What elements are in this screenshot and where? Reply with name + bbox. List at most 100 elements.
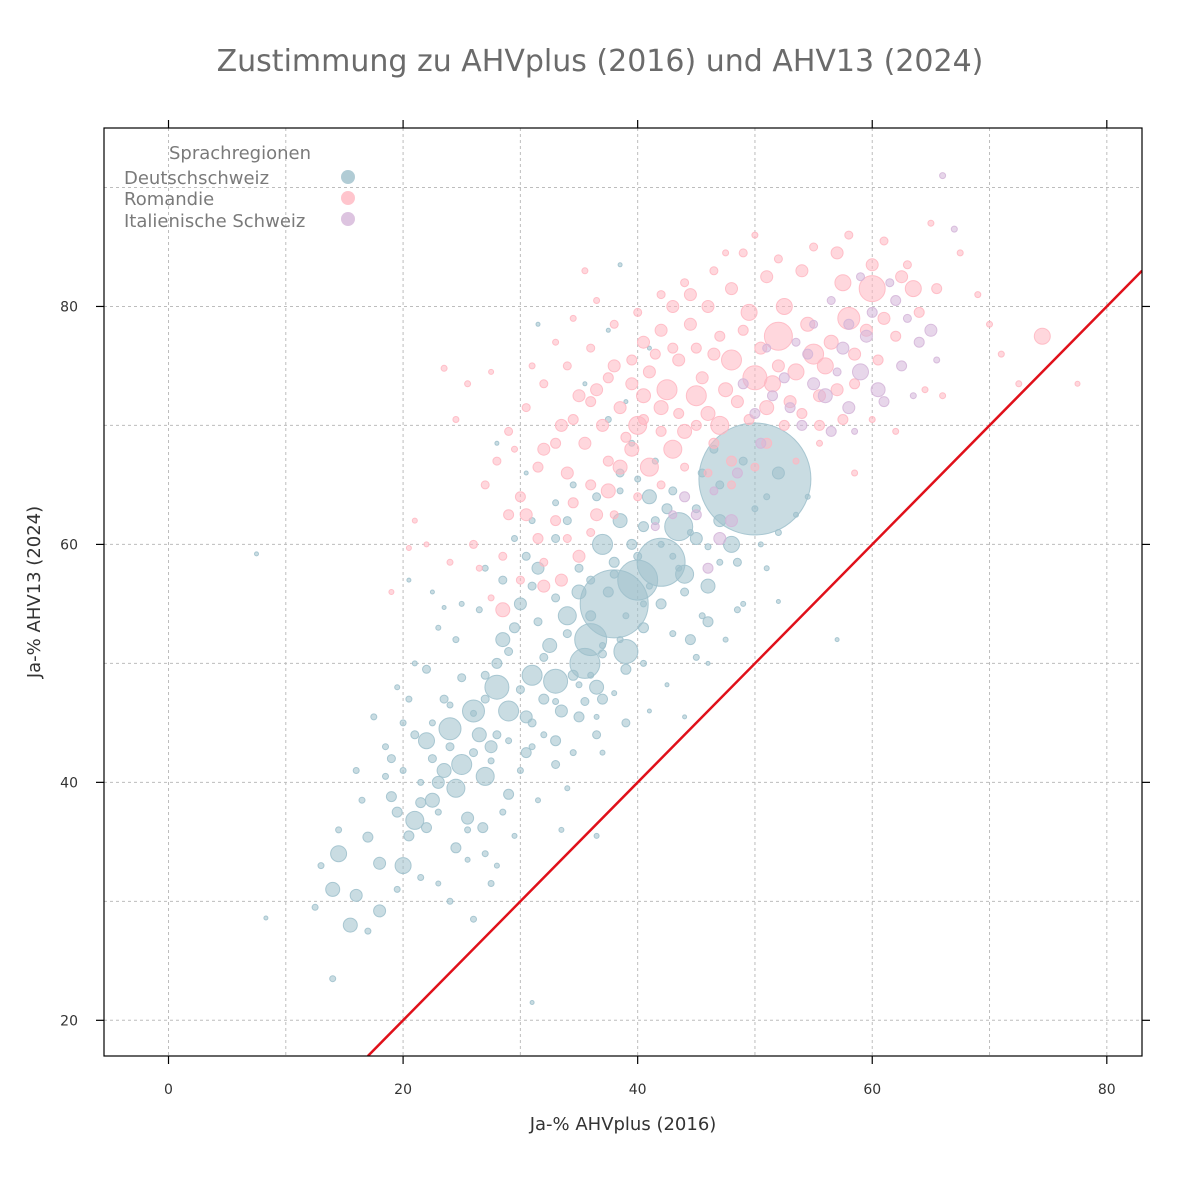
data-point — [722, 249, 730, 257]
data-point — [750, 462, 760, 472]
data-point — [373, 904, 387, 918]
data-point — [602, 455, 614, 467]
data-point — [775, 298, 793, 315]
data-point — [609, 319, 619, 329]
data-point — [446, 558, 454, 566]
data-point — [896, 360, 908, 372]
data-point — [586, 528, 596, 537]
data-point — [890, 330, 902, 342]
data-point — [352, 767, 360, 774]
data-point — [441, 605, 447, 610]
data-point — [657, 540, 665, 548]
data-point — [640, 659, 647, 667]
data-point — [370, 713, 378, 721]
data-point — [484, 740, 498, 754]
data-point — [475, 606, 483, 614]
data-point — [844, 230, 854, 240]
data-point — [521, 403, 531, 413]
data-point — [740, 303, 758, 321]
data-point — [997, 350, 1005, 358]
data-point — [870, 382, 886, 398]
data-point — [956, 249, 964, 257]
data-point — [457, 673, 467, 683]
data-point — [669, 552, 677, 560]
data-point — [480, 480, 490, 490]
data-point — [550, 735, 562, 747]
data-point — [816, 357, 834, 375]
data-point — [569, 314, 577, 322]
data-point — [535, 797, 541, 804]
data-point — [702, 562, 714, 574]
data-point — [434, 808, 442, 816]
data-point — [709, 266, 719, 276]
data-point — [730, 395, 744, 409]
data-point — [760, 270, 774, 284]
data-point — [335, 826, 343, 834]
data-point — [436, 763, 452, 778]
data-point — [480, 694, 490, 704]
data-point — [503, 788, 515, 800]
data-point — [564, 785, 571, 792]
data-point — [664, 512, 694, 542]
data-point — [391, 806, 403, 818]
data-point — [642, 365, 656, 379]
data-point — [858, 275, 886, 303]
data-point — [725, 282, 738, 296]
data-point — [636, 388, 651, 404]
x-tick-label: 40 — [629, 1082, 647, 1098]
data-point — [362, 831, 374, 843]
data-point — [611, 690, 618, 697]
plot-frame — [103, 127, 1143, 1057]
series-italienische-schweiz — [650, 172, 958, 574]
data-point — [1033, 327, 1051, 345]
data-point — [1074, 380, 1081, 387]
data-point — [540, 731, 548, 739]
data-point — [446, 897, 454, 905]
data-point — [626, 538, 638, 550]
axis-ticks: 0 20 40 60 80 20 40 60 80 — [60, 120, 1150, 1098]
data-point — [793, 511, 799, 518]
data-point — [516, 767, 524, 774]
data-point — [804, 493, 811, 500]
data-point — [732, 557, 742, 567]
data-point — [538, 693, 550, 705]
data-point — [733, 606, 741, 614]
data-point — [638, 414, 649, 425]
data-point — [521, 664, 543, 686]
data-point — [385, 791, 397, 803]
data-point — [666, 300, 680, 313]
data-point — [865, 258, 879, 272]
data-point — [450, 842, 462, 854]
data-point — [542, 638, 558, 653]
data-point — [528, 362, 536, 370]
data-point — [481, 850, 489, 858]
data-point — [902, 313, 912, 323]
data-point — [902, 260, 912, 270]
data-point — [836, 341, 850, 355]
data-point — [624, 441, 640, 457]
data-point — [590, 508, 604, 522]
x-tick-label: 80 — [1098, 1082, 1116, 1098]
data-point — [427, 754, 437, 764]
data-point — [487, 880, 495, 887]
data-point — [625, 377, 639, 391]
x-tick-label: 60 — [863, 1082, 881, 1098]
data-point — [620, 663, 632, 675]
data-point — [621, 718, 631, 728]
data-point — [933, 356, 941, 364]
data-point — [690, 419, 702, 431]
data-point — [626, 354, 638, 366]
data-point — [759, 400, 775, 416]
y-tick-label: 20 — [60, 1013, 78, 1029]
data-point — [677, 423, 693, 439]
data-point — [723, 535, 740, 553]
legend-marker-deutschschweiz — [341, 170, 355, 184]
data-point — [825, 425, 837, 437]
data-point — [364, 927, 372, 935]
data-point — [872, 354, 884, 366]
data-point — [809, 242, 819, 252]
data-point — [702, 616, 714, 628]
data-point — [639, 457, 659, 477]
data-point — [529, 1000, 535, 1005]
